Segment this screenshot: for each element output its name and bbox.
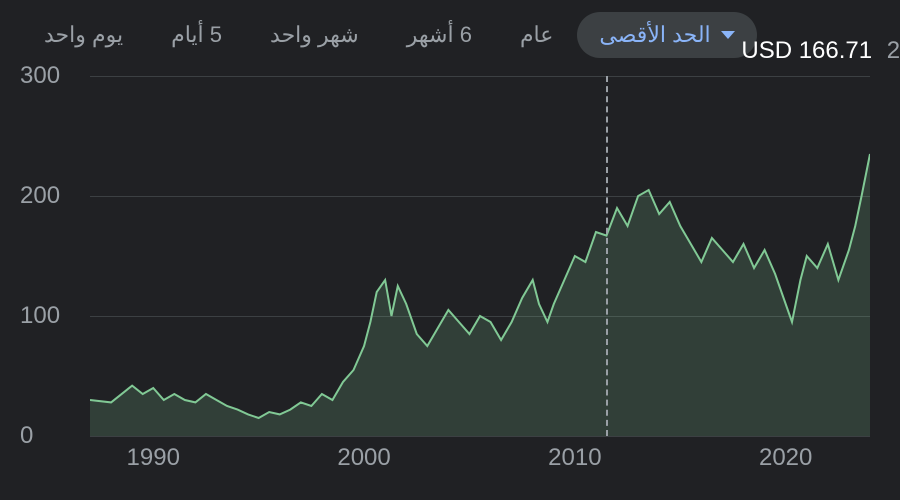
time-range-tab[interactable]: 6 أشهر [383, 14, 496, 56]
gridline [90, 436, 870, 437]
time-range-tab[interactable]: يوم واحد [20, 14, 147, 56]
tooltip-date: 1 يوليو 2011 [887, 37, 900, 64]
y-tick-label: 200 [20, 182, 60, 210]
tab-label: 5 أيام [171, 22, 222, 47]
x-tick-label: 2010 [548, 444, 601, 472]
chevron-down-icon [721, 31, 735, 39]
tab-label: 6 أشهر [407, 22, 472, 47]
chart-plot-area[interactable]: 1 يوليو 2011 166.71 USD [90, 76, 870, 436]
tooltip-value: 166.71 USD [741, 37, 872, 64]
y-tick-label: 100 [20, 302, 60, 330]
tab-label: يوم واحد [44, 22, 123, 47]
x-tick-label: 2000 [337, 444, 390, 472]
price-tooltip: 1 يوليو 2011 166.71 USD [741, 36, 900, 65]
y-tick-label: 300 [20, 62, 60, 90]
x-tick-label: 2020 [759, 444, 812, 472]
tab-label: الحد الأقصى [599, 22, 710, 48]
time-range-tab[interactable]: 5 أيام [147, 14, 246, 56]
chart-container: 0100200300 1 يوليو 2011 166.71 USD 19902… [0, 76, 900, 496]
price-line-chart [90, 76, 870, 436]
y-tick-label: 0 [20, 422, 33, 450]
tab-label: عام [520, 22, 553, 47]
crosshair-line [606, 76, 608, 436]
y-axis-labels: 0100200300 [20, 76, 80, 496]
tab-label: شهر واحد [270, 22, 359, 47]
x-tick-label: 1990 [127, 444, 180, 472]
x-axis-labels: 1990 2000 2010 2020 [90, 444, 870, 484]
time-range-tab[interactable]: شهر واحد [246, 14, 383, 56]
time-range-tab[interactable]: الحد الأقصى [577, 12, 756, 58]
time-range-tab[interactable]: عام [496, 14, 577, 56]
